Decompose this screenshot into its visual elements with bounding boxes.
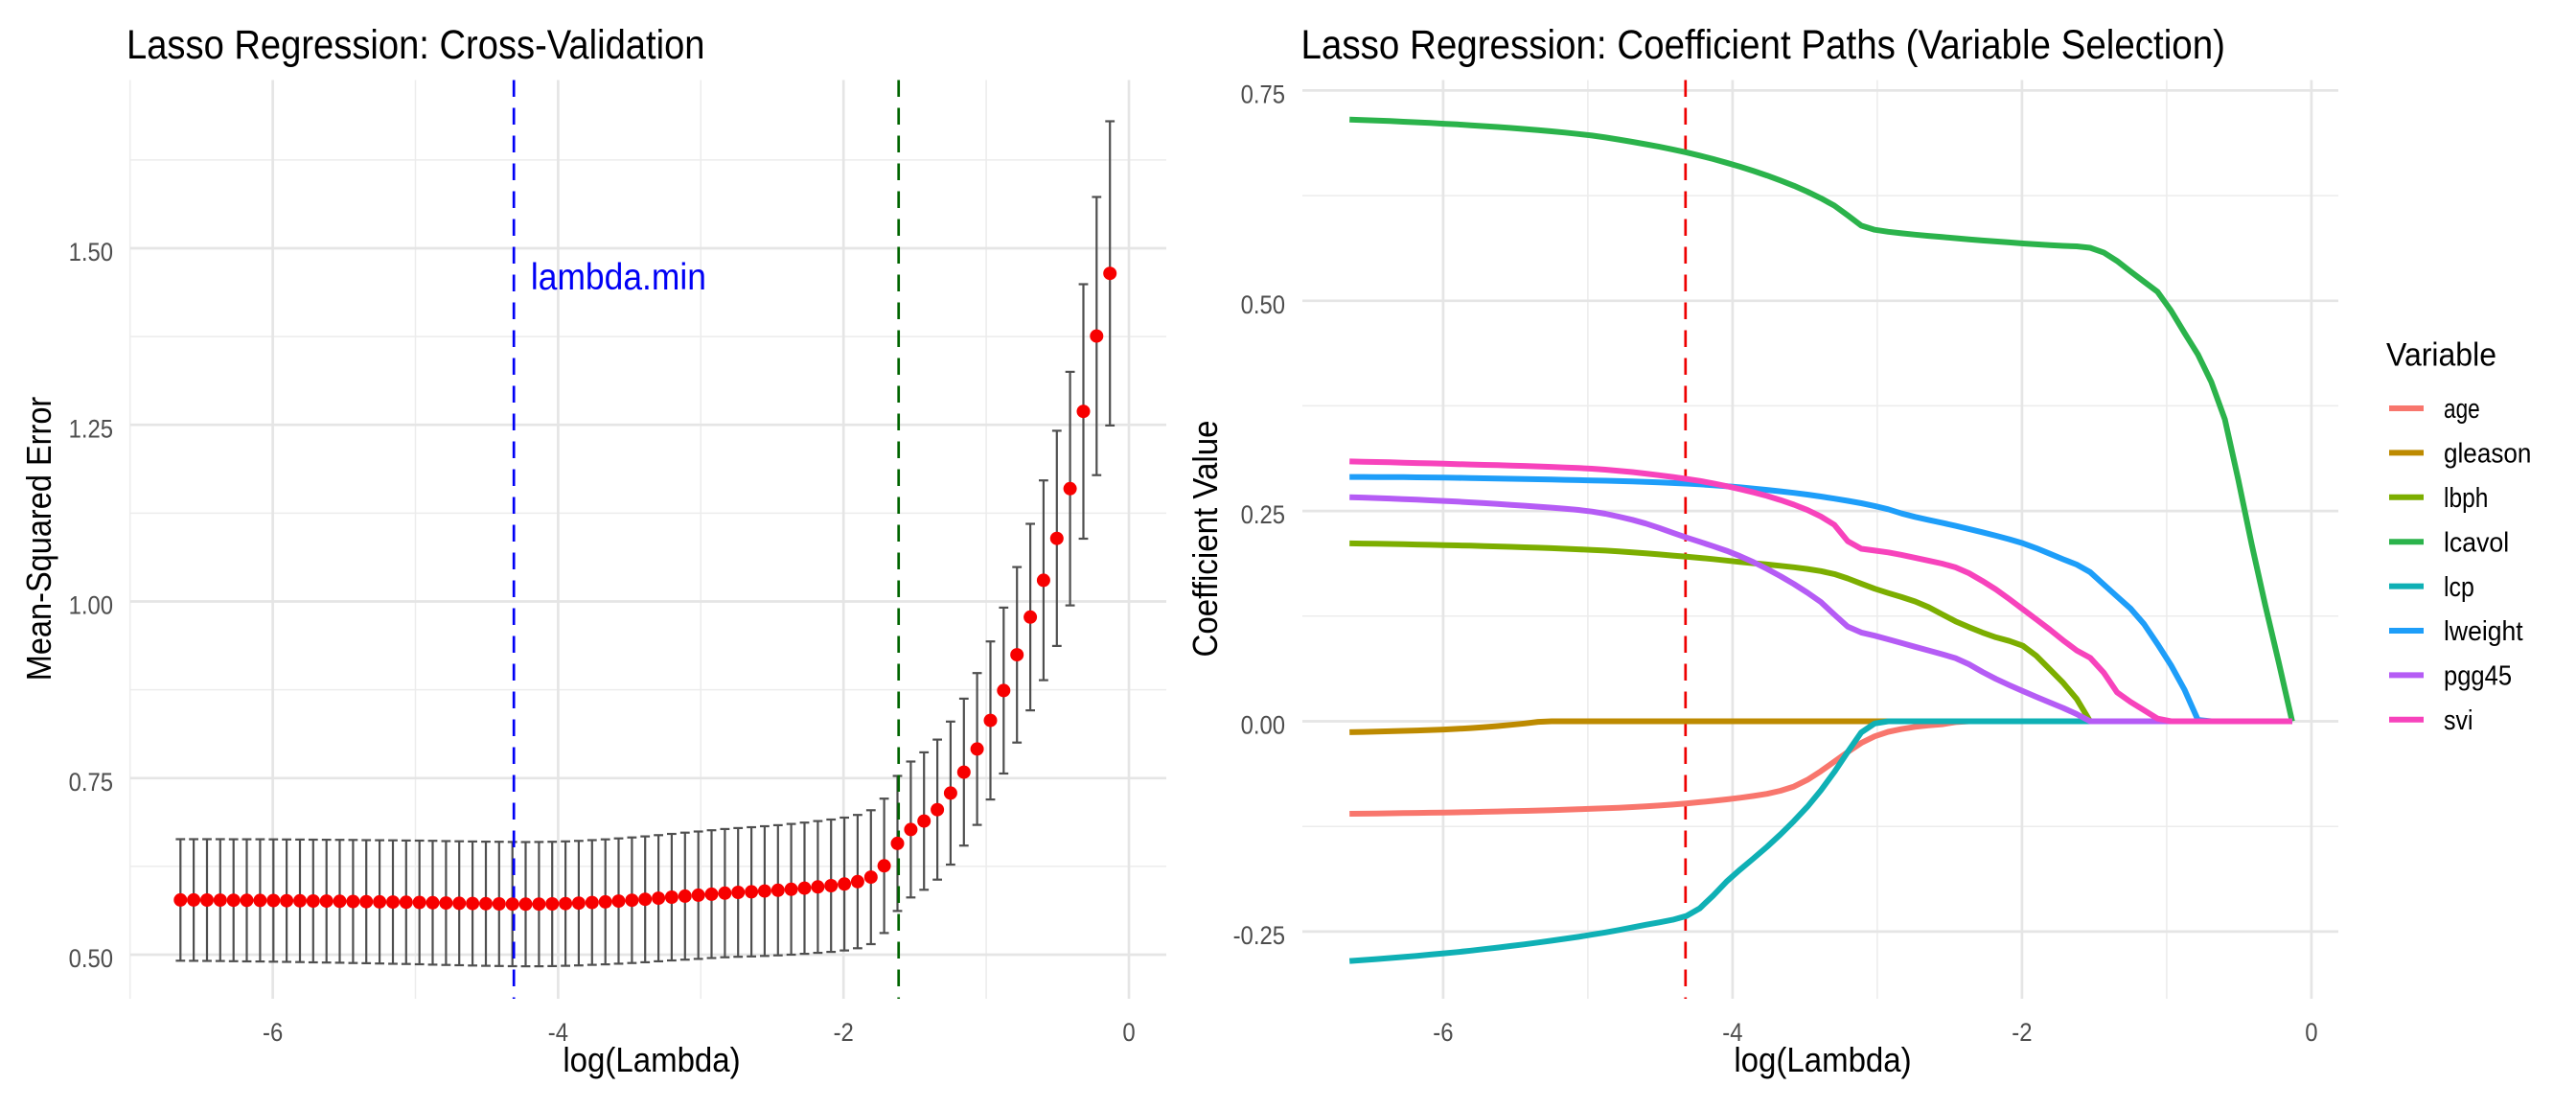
svg-text:0.00: 0.00: [1241, 711, 1285, 740]
svg-text:0.75: 0.75: [1241, 80, 1285, 108]
svg-text:0.75: 0.75: [69, 768, 113, 797]
svg-text:Variable: Variable: [2386, 337, 2496, 374]
svg-text:svi: svi: [2444, 705, 2473, 736]
svg-text:gleason: gleason: [2444, 439, 2531, 470]
svg-text:lambda.min: lambda.min: [531, 257, 706, 298]
svg-text:-2: -2: [2012, 1018, 2032, 1047]
svg-text:age: age: [2444, 394, 2480, 425]
svg-text:0.25: 0.25: [1241, 500, 1285, 529]
svg-text:lcavol: lcavol: [2444, 527, 2509, 558]
svg-text:-6: -6: [263, 1018, 283, 1047]
svg-text:Coefficient Value: Coefficient Value: [1185, 421, 1225, 658]
svg-text:Lasso Regression: Cross-Valida: Lasso Regression: Cross-Validation: [126, 23, 705, 68]
svg-text:log(Lambda): log(Lambda): [563, 1040, 740, 1079]
svg-text:Lasso Regression: Coefficient: Lasso Regression: Coefficient Paths (Var…: [1301, 23, 2226, 68]
svg-text:log(Lambda): log(Lambda): [1734, 1040, 1911, 1079]
svg-text:-2: -2: [834, 1018, 854, 1047]
svg-text:0.50: 0.50: [69, 944, 113, 973]
svg-text:lcp: lcp: [2444, 572, 2474, 603]
svg-text:0.50: 0.50: [1241, 290, 1285, 319]
svg-text:pgg45: pgg45: [2444, 661, 2512, 692]
svg-text:Mean-Squared Error: Mean-Squared Error: [19, 397, 58, 682]
svg-text:-4: -4: [548, 1018, 568, 1047]
svg-text:0: 0: [2305, 1018, 2317, 1047]
svg-text:-0.25: -0.25: [1233, 921, 1285, 950]
svg-text:0: 0: [1122, 1018, 1135, 1047]
svg-text:1.25: 1.25: [69, 414, 113, 443]
svg-text:-6: -6: [1433, 1018, 1453, 1047]
svg-text:1.00: 1.00: [69, 591, 113, 620]
svg-text:lbph: lbph: [2444, 483, 2488, 514]
svg-text:lweight: lweight: [2444, 616, 2523, 647]
svg-text:-4: -4: [1722, 1018, 1742, 1047]
svg-text:1.50: 1.50: [69, 238, 113, 266]
